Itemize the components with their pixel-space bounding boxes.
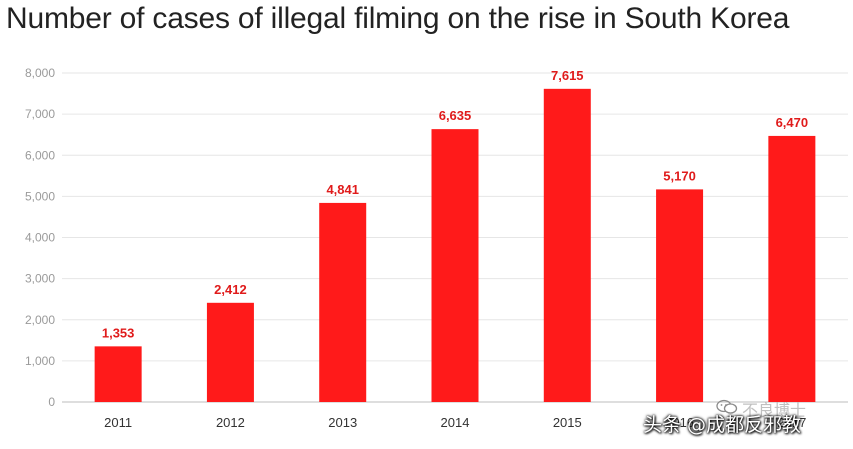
data-labels: 1,353 2,412 4,841 6,635 7,615 5,170 6,470 bbox=[102, 68, 808, 341]
x-axis-ticks: 2011 2012 2013 2014 2015 2016 2017 bbox=[104, 415, 806, 430]
wechat-icon bbox=[716, 399, 738, 414]
y-tick-label: 3,000 bbox=[25, 272, 55, 286]
bar bbox=[543, 88, 591, 402]
data-label: 4,841 bbox=[326, 182, 359, 197]
y-tick-label: 7,000 bbox=[25, 107, 55, 121]
data-label: 2,412 bbox=[214, 282, 247, 297]
data-label: 6,635 bbox=[439, 108, 472, 123]
bars bbox=[94, 88, 816, 402]
data-label: 7,615 bbox=[551, 68, 584, 83]
bar bbox=[768, 135, 816, 402]
y-tick-label: 8,000 bbox=[25, 66, 55, 80]
y-axis-ticks: 0 1,000 2,000 3,000 4,000 5,000 6,000 7,000 8,00… bbox=[25, 66, 55, 409]
y-tick-label: 6,000 bbox=[25, 148, 55, 162]
y-tick-label: 5,000 bbox=[25, 189, 55, 203]
x-tick-label: 2012 bbox=[216, 415, 245, 430]
x-tick-label: 2016 bbox=[665, 415, 694, 430]
bar bbox=[94, 346, 142, 402]
data-label: 6,470 bbox=[776, 115, 809, 130]
data-label: 1,353 bbox=[102, 325, 135, 340]
x-tick-label: 2015 bbox=[553, 415, 582, 430]
y-tick-label: 4,000 bbox=[25, 231, 55, 245]
x-tick-label: 2017 bbox=[777, 415, 806, 430]
y-tick-label: 0 bbox=[48, 395, 55, 409]
bar bbox=[206, 302, 254, 402]
y-tick-label: 1,000 bbox=[25, 354, 55, 368]
watermark-text: 头条 @成都反邪教 bbox=[643, 414, 802, 436]
bar bbox=[431, 129, 479, 402]
bar bbox=[319, 202, 367, 402]
chart-title: Number of cases of illegal filming on th… bbox=[6, 2, 790, 35]
watermark: 头条 @成都反邪教 bbox=[643, 410, 801, 437]
data-label: 5,170 bbox=[663, 168, 696, 183]
x-tick-label: 2014 bbox=[441, 415, 470, 430]
watermark-faint-text: 不良博士 bbox=[742, 401, 807, 420]
bar bbox=[656, 189, 704, 402]
y-tick-label: 2,000 bbox=[25, 313, 55, 327]
x-tick-label: 2013 bbox=[328, 415, 357, 430]
x-tick-label: 2011 bbox=[104, 415, 132, 430]
